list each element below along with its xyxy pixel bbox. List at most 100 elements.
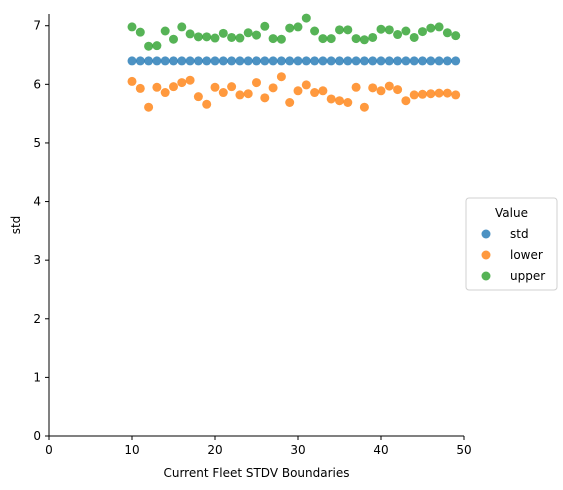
data-points: [127, 13, 461, 112]
point-upper-1: [135, 27, 145, 37]
point-lower-35: [418, 89, 427, 99]
axes: [48, 14, 464, 437]
point-std-14: [243, 56, 253, 66]
point-std-15: [252, 56, 261, 66]
point-std-34: [409, 56, 419, 66]
point-std-6: [177, 56, 187, 66]
point-upper-13: [235, 33, 245, 43]
point-lower-23: [318, 86, 328, 96]
point-upper-24: [326, 34, 336, 44]
point-std-10: [210, 56, 220, 66]
point-std-29: [368, 56, 378, 66]
legend-label-std: std: [510, 227, 529, 241]
point-std-11: [218, 56, 228, 66]
point-lower-24: [326, 94, 336, 104]
y-tick-label-6: 6: [33, 77, 41, 91]
legend-marker-upper: [481, 271, 491, 281]
point-upper-27: [351, 34, 361, 44]
point-lower-2: [144, 102, 154, 112]
point-std-25: [335, 56, 344, 66]
point-lower-26: [343, 98, 353, 108]
point-upper-8: [193, 32, 203, 42]
point-std-18: [276, 56, 286, 66]
point-std-1: [135, 56, 145, 66]
point-std-16: [260, 56, 270, 66]
legend: Value std lower upper: [465, 197, 558, 291]
point-std-23: [318, 56, 328, 66]
point-std-7: [185, 56, 195, 66]
point-upper-28: [359, 35, 369, 45]
point-std-31: [384, 56, 394, 66]
point-upper-12: [227, 32, 237, 42]
legend-marker-lower: [481, 250, 491, 260]
point-std-39: [451, 56, 461, 66]
point-lower-13: [235, 90, 245, 100]
y-axis-label: std: [9, 216, 23, 235]
point-std-38: [442, 56, 452, 66]
point-lower-36: [426, 89, 436, 99]
point-upper-26: [343, 25, 353, 35]
point-upper-4: [160, 26, 170, 36]
point-upper-14: [243, 28, 253, 38]
point-lower-20: [293, 86, 303, 96]
point-std-26: [343, 56, 353, 66]
point-lower-10: [210, 82, 220, 92]
y-tick-label-1: 1: [33, 370, 41, 384]
point-std-8: [193, 56, 203, 66]
point-lower-0: [127, 76, 137, 86]
x-tick-label-0: 0: [45, 443, 53, 457]
point-lower-39: [451, 90, 461, 100]
point-std-28: [359, 56, 369, 66]
x-tick-label-50: 50: [456, 443, 471, 457]
y-tick-label-3: 3: [33, 253, 41, 267]
point-std-4: [160, 56, 170, 66]
point-std-19: [285, 56, 295, 66]
point-upper-20: [293, 22, 303, 32]
point-lower-3: [152, 82, 162, 92]
point-upper-3: [152, 41, 162, 51]
point-upper-30: [376, 24, 386, 34]
point-std-13: [235, 56, 245, 66]
point-upper-0: [127, 22, 137, 32]
point-upper-38: [442, 28, 452, 38]
point-std-36: [426, 56, 436, 66]
point-lower-16: [260, 93, 270, 103]
point-std-33: [401, 56, 411, 66]
point-lower-19: [285, 98, 295, 108]
point-upper-23: [318, 34, 328, 44]
point-lower-27: [351, 82, 361, 92]
point-upper-5: [169, 34, 178, 44]
point-upper-25: [335, 25, 344, 35]
point-upper-17: [268, 34, 278, 44]
point-lower-9: [202, 99, 212, 109]
point-lower-4: [160, 88, 170, 98]
point-lower-29: [368, 83, 378, 93]
point-std-24: [326, 56, 336, 66]
y-tick-label-5: 5: [33, 136, 41, 150]
ticks: 0 10 20 30 40 50 0 1 2 3 4 5 6 7: [33, 19, 471, 457]
point-lower-18: [276, 72, 286, 82]
point-upper-10: [210, 33, 220, 43]
y-tick-label-4: 4: [33, 195, 41, 209]
point-lower-32: [393, 85, 403, 95]
point-upper-7: [185, 29, 195, 39]
point-lower-15: [252, 78, 261, 88]
point-std-35: [418, 56, 427, 66]
y-tick-label-0: 0: [33, 429, 41, 443]
point-upper-32: [393, 30, 403, 40]
point-lower-34: [409, 90, 419, 100]
point-std-9: [202, 56, 212, 66]
point-lower-22: [310, 88, 320, 98]
point-lower-12: [227, 82, 237, 92]
legend-label-lower: lower: [510, 248, 543, 262]
point-std-21: [301, 56, 311, 66]
point-std-27: [351, 56, 361, 66]
point-lower-14: [243, 89, 253, 99]
point-std-2: [144, 56, 154, 66]
point-upper-15: [252, 30, 261, 40]
point-upper-29: [368, 32, 378, 42]
point-std-17: [268, 56, 278, 66]
point-lower-28: [359, 102, 369, 112]
point-upper-6: [177, 22, 187, 32]
